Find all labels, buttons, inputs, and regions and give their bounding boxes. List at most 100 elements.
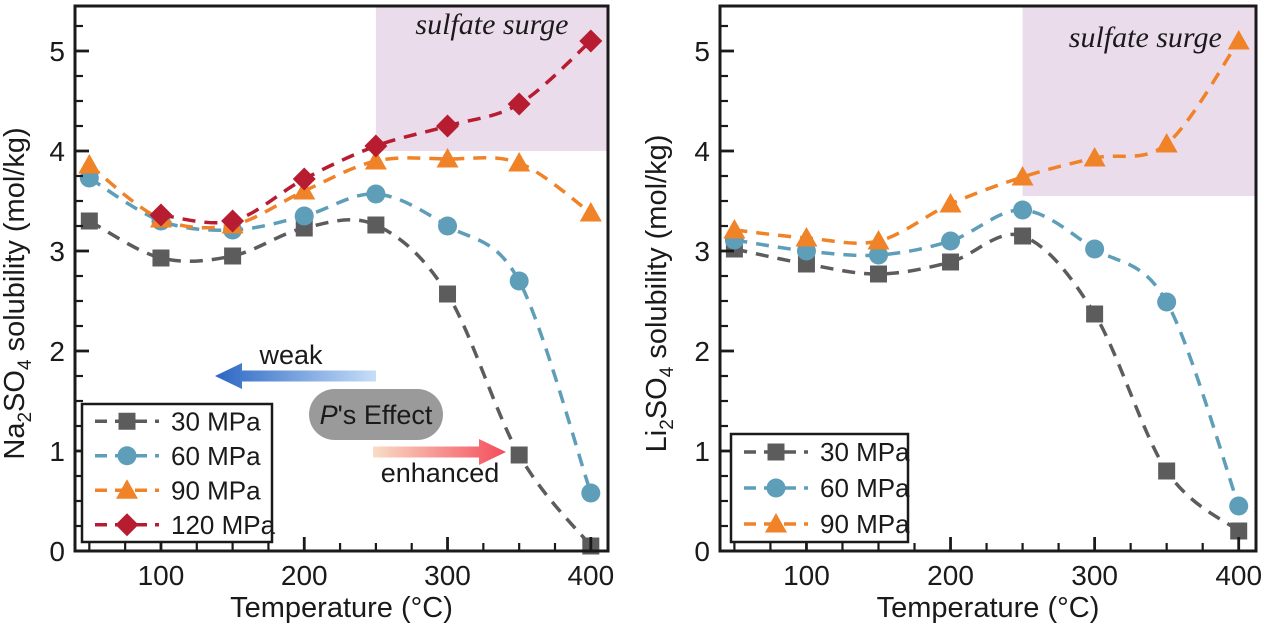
sulfate-surge-label: sulfate surge xyxy=(415,8,568,41)
data-point-marker xyxy=(364,150,387,170)
y-tick-label: 5 xyxy=(49,36,65,67)
y-tick-label: 0 xyxy=(49,536,65,567)
data-point-marker xyxy=(867,230,890,250)
data-point-marker xyxy=(292,167,316,191)
y-tick-label: 4 xyxy=(694,136,710,167)
sulfate-surge-region xyxy=(1022,7,1255,196)
x-tick-label: 200 xyxy=(927,560,974,591)
li2so4-solubility-chart: sulfate surge 100 200 300 400 0 1 2 3 4 5 Temperatu… xyxy=(641,4,1262,624)
na2so4-solubility-chart: sulfate surge 100 200 300 400 0 1 2 3 4 5 Temperatu… xyxy=(0,4,614,624)
legend xyxy=(729,432,910,544)
x-tick-label: 400 xyxy=(567,560,614,591)
data-point-marker xyxy=(438,216,458,236)
data-point-marker xyxy=(436,148,459,168)
data-point-marker xyxy=(1083,147,1106,167)
legend xyxy=(80,402,274,544)
data-point-marker xyxy=(1227,30,1250,50)
y-tick-label: 1 xyxy=(49,436,65,467)
legend-label: 90 MPa xyxy=(820,509,910,539)
data-point-marker xyxy=(508,152,531,172)
legend-label: 120 MPa xyxy=(171,510,276,540)
y-tick-label: 3 xyxy=(49,236,65,267)
y-axis-title: Li2SO4 solubility (mol/kg) xyxy=(641,135,678,453)
pressure-effect-pill xyxy=(309,389,443,440)
data-point-marker xyxy=(1014,227,1032,245)
data-point-marker xyxy=(942,253,960,271)
data-point-marker xyxy=(221,209,245,233)
data-point-marker xyxy=(152,249,170,267)
sulfate-surge-label: sulfate surge xyxy=(1069,21,1222,54)
data-point-marker xyxy=(795,227,818,247)
data-point-marker xyxy=(941,231,961,251)
data-point-marker xyxy=(868,245,888,265)
data-point-marker xyxy=(1230,522,1248,540)
data-point-marker xyxy=(1229,496,1249,516)
plot-border xyxy=(73,4,610,553)
weak-label: weak xyxy=(258,340,323,370)
plot-border xyxy=(718,4,1258,553)
y-tick-label: 3 xyxy=(694,236,710,267)
data-point-marker xyxy=(366,184,386,204)
y-tick-label: 1 xyxy=(694,436,710,467)
data-point-marker xyxy=(869,265,887,283)
data-point-marker xyxy=(1155,133,1178,153)
data-point-marker xyxy=(367,216,385,234)
x-tick-label: 400 xyxy=(1215,560,1262,591)
y-tick-label: 2 xyxy=(49,336,65,367)
y-axis-title: Na2SO4 solubility (mol/kg) xyxy=(0,127,36,459)
data-point-marker xyxy=(723,219,746,239)
data-point-marker xyxy=(579,29,603,53)
data-point-marker xyxy=(224,247,242,265)
data-point-marker xyxy=(436,114,460,138)
y-tick-label: 4 xyxy=(49,136,65,167)
legend-label: 60 MPa xyxy=(171,441,261,471)
legend-label: 30 MPa xyxy=(171,406,261,436)
legend-label: 90 MPa xyxy=(171,475,261,505)
x-axis-title: Temperature (°C) xyxy=(877,592,1100,624)
data-point-marker xyxy=(581,483,601,503)
data-point-marker xyxy=(509,271,529,291)
data-point-marker xyxy=(115,513,139,537)
x-axis-title: Temperature (°C) xyxy=(230,592,453,624)
enhanced-label: enhanced xyxy=(381,458,500,488)
data-point-marker xyxy=(765,513,787,533)
legend-label: 60 MPa xyxy=(820,473,910,503)
y-tick-label: 0 xyxy=(694,536,710,567)
data-point-marker xyxy=(1157,292,1177,312)
data-point-marker xyxy=(1011,166,1034,186)
x-tick-label: 300 xyxy=(424,560,471,591)
data-point-marker xyxy=(117,446,137,466)
enhanced-arrow-right xyxy=(373,439,506,465)
pressure-effect-label: P's Effect xyxy=(320,400,433,430)
x-tick-label: 200 xyxy=(281,560,328,591)
panel-na2so4: sulfate surge 100 200 300 400 0 1 2 3 4 5 Temperatu… xyxy=(0,4,614,624)
weak-arrow-left xyxy=(215,363,376,389)
y-tick-label: 5 xyxy=(694,36,710,67)
legend-label: 30 MPa xyxy=(820,437,910,467)
x-tick-label: 100 xyxy=(138,560,185,591)
data-point-marker xyxy=(80,212,98,230)
data-point-marker xyxy=(939,193,962,213)
data-point-marker xyxy=(510,446,528,464)
data-point-marker xyxy=(78,154,101,174)
panel-li2so4: sulfate surge 100 200 300 400 0 1 2 3 4 5 Temperatu… xyxy=(640,0,1265,629)
data-point-marker xyxy=(439,285,457,303)
x-tick-label: 100 xyxy=(783,560,830,591)
data-point-marker xyxy=(797,255,815,273)
data-point-marker xyxy=(1086,305,1104,323)
data-point-marker xyxy=(149,203,173,227)
data-point-marker xyxy=(364,134,388,158)
data-point-marker xyxy=(116,479,138,499)
sulfate-surge-region xyxy=(375,7,607,151)
data-point-marker xyxy=(767,443,785,461)
data-point-marker xyxy=(1158,462,1176,480)
data-point-marker xyxy=(1085,239,1105,259)
data-point-marker xyxy=(579,202,602,222)
y-tick-label: 2 xyxy=(694,336,710,367)
x-tick-label: 300 xyxy=(1071,560,1118,591)
data-point-marker xyxy=(118,412,136,430)
data-point-marker xyxy=(1013,200,1033,220)
data-point-marker xyxy=(294,206,314,226)
data-point-marker xyxy=(766,478,786,498)
data-point-marker xyxy=(507,92,531,116)
